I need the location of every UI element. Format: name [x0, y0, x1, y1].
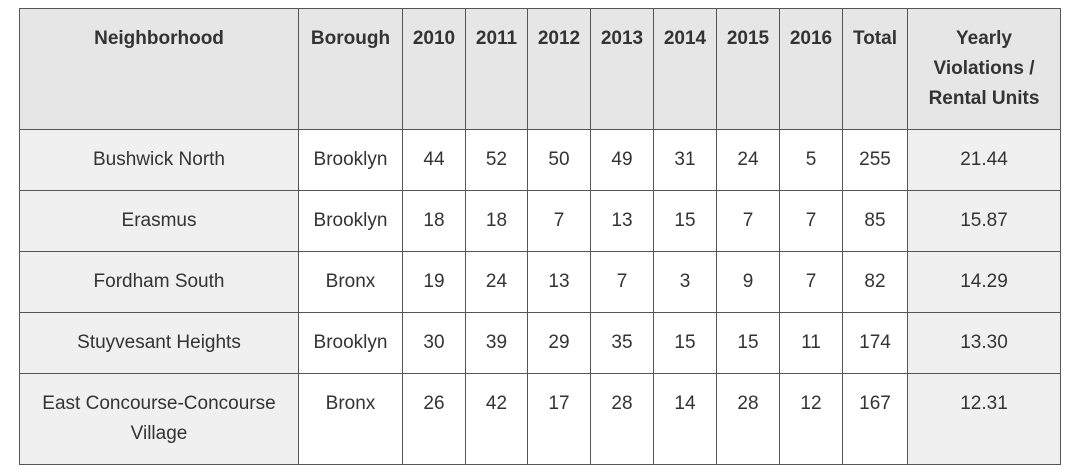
header-cell: 2016 — [779, 8, 843, 130]
table-cell: 7 — [779, 251, 843, 313]
header-cell: Yearly Violations / Rental Units — [907, 8, 1061, 130]
table-cell: 13 — [590, 190, 654, 252]
table-cell: 42 — [465, 373, 528, 465]
table-row: Fordham South Bronx 19 24 13 7 3 9 7 82 14.29 — [19, 251, 1061, 313]
header-cell: 2013 — [590, 8, 654, 130]
table-cell: 13 — [527, 251, 591, 313]
table-cell: 7 — [590, 251, 654, 313]
header-cell: Borough — [298, 8, 403, 130]
table-cell: 14.29 — [907, 251, 1061, 313]
table-cell: 31 — [653, 129, 717, 191]
table-cell: 5 — [779, 129, 843, 191]
table-cell: 19 — [402, 251, 466, 313]
table-cell: 9 — [716, 251, 780, 313]
table-cell: 39 — [465, 312, 528, 374]
table-cell: 28 — [716, 373, 780, 465]
header-cell: Neighborhood — [19, 8, 299, 130]
table-cell: 167 — [842, 373, 908, 465]
table-body: Bushwick North Brooklyn 44 52 50 49 31 24 5 255 21… — [19, 129, 1061, 465]
table-row: East Concourse-Concourse Village Bronx 26 4… — [19, 373, 1061, 465]
table-cell: 24 — [465, 251, 528, 313]
table-cell: 15 — [653, 312, 717, 374]
table-cell: 12 — [779, 373, 843, 465]
table-cell: 82 — [842, 251, 908, 313]
table-cell: East Concourse-Concourse Village — [19, 373, 299, 465]
table-cell: 15.87 — [907, 190, 1061, 252]
table-cell: Brooklyn — [298, 190, 403, 252]
header-cell: 2014 — [653, 8, 717, 130]
table-cell: Bronx — [298, 251, 403, 313]
table-cell: 28 — [590, 373, 654, 465]
table-cell: 11 — [779, 312, 843, 374]
table-cell: 49 — [590, 129, 654, 191]
table-cell: 50 — [527, 129, 591, 191]
table-cell: 29 — [527, 312, 591, 374]
table-cell: 13.30 — [907, 312, 1061, 374]
table-cell: Fordham South — [19, 251, 299, 313]
table-cell: 18 — [465, 190, 528, 252]
table-cell: 3 — [653, 251, 717, 313]
violations-table: Neighborhood Borough 2010 2011 2012 2013 2014 2… — [19, 8, 1061, 465]
table-cell: 7 — [779, 190, 843, 252]
header-cell: 2011 — [465, 8, 528, 130]
table-cell: 7 — [716, 190, 780, 252]
header-cell: 2015 — [716, 8, 780, 130]
table-row: Erasmus Brooklyn 18 18 7 13 15 7 7 85 15.87 — [19, 190, 1061, 252]
table-row: Stuyvesant Heights Brooklyn 30 39 29 35 15 15 11… — [19, 312, 1061, 374]
table-cell: Erasmus — [19, 190, 299, 252]
table-cell: 52 — [465, 129, 528, 191]
table-cell: Brooklyn — [298, 129, 403, 191]
table-cell: 17 — [527, 373, 591, 465]
table-cell: Bronx — [298, 373, 403, 465]
header-cell: 2012 — [527, 8, 591, 130]
table-cell: 255 — [842, 129, 908, 191]
table-cell: 35 — [590, 312, 654, 374]
table-cell: 26 — [402, 373, 466, 465]
table-cell: 15 — [653, 190, 717, 252]
table-row: Bushwick North Brooklyn 44 52 50 49 31 24 5 255 21… — [19, 129, 1061, 191]
header-cell: 2010 — [402, 8, 466, 130]
header-row: Neighborhood Borough 2010 2011 2012 2013 2014 2… — [19, 8, 1061, 130]
table-cell: Bushwick North — [19, 129, 299, 191]
table-cell: 14 — [653, 373, 717, 465]
table-cell: 7 — [527, 190, 591, 252]
table-cell: 12.31 — [907, 373, 1061, 465]
table-cell: 85 — [842, 190, 908, 252]
table-cell: 44 — [402, 129, 466, 191]
table-cell: 30 — [402, 312, 466, 374]
table-cell: Brooklyn — [298, 312, 403, 374]
table-cell: 174 — [842, 312, 908, 374]
header-cell: Total — [842, 8, 908, 130]
table-cell: 24 — [716, 129, 780, 191]
table-cell: 15 — [716, 312, 780, 374]
table-cell: 21.44 — [907, 129, 1061, 191]
table-cell: Stuyvesant Heights — [19, 312, 299, 374]
table-cell: 18 — [402, 190, 466, 252]
